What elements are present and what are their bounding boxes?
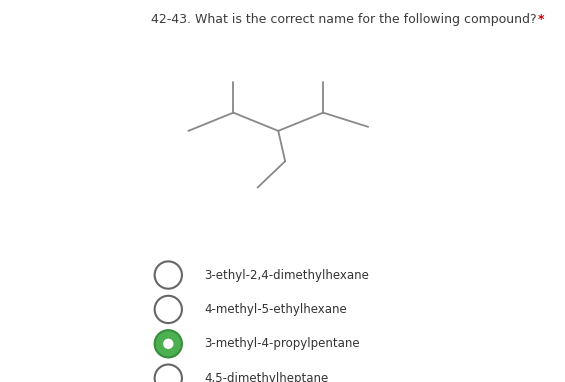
Ellipse shape [163,338,173,349]
Ellipse shape [155,296,182,323]
Ellipse shape [155,261,182,289]
Text: 4,5-dimethylheptane: 4,5-dimethylheptane [205,372,329,382]
Text: 42-43. What is the correct name for the following compound?: 42-43. What is the correct name for the … [151,13,537,26]
Text: 4-methyl-5-ethylhexane: 4-methyl-5-ethylhexane [205,303,347,316]
Text: 3-ethyl-2,4-dimethylhexane: 3-ethyl-2,4-dimethylhexane [205,269,370,282]
Text: *: * [537,13,544,26]
Ellipse shape [155,330,182,358]
Ellipse shape [155,364,182,382]
Text: 3-methyl-4-propylpentane: 3-methyl-4-propylpentane [205,337,360,350]
